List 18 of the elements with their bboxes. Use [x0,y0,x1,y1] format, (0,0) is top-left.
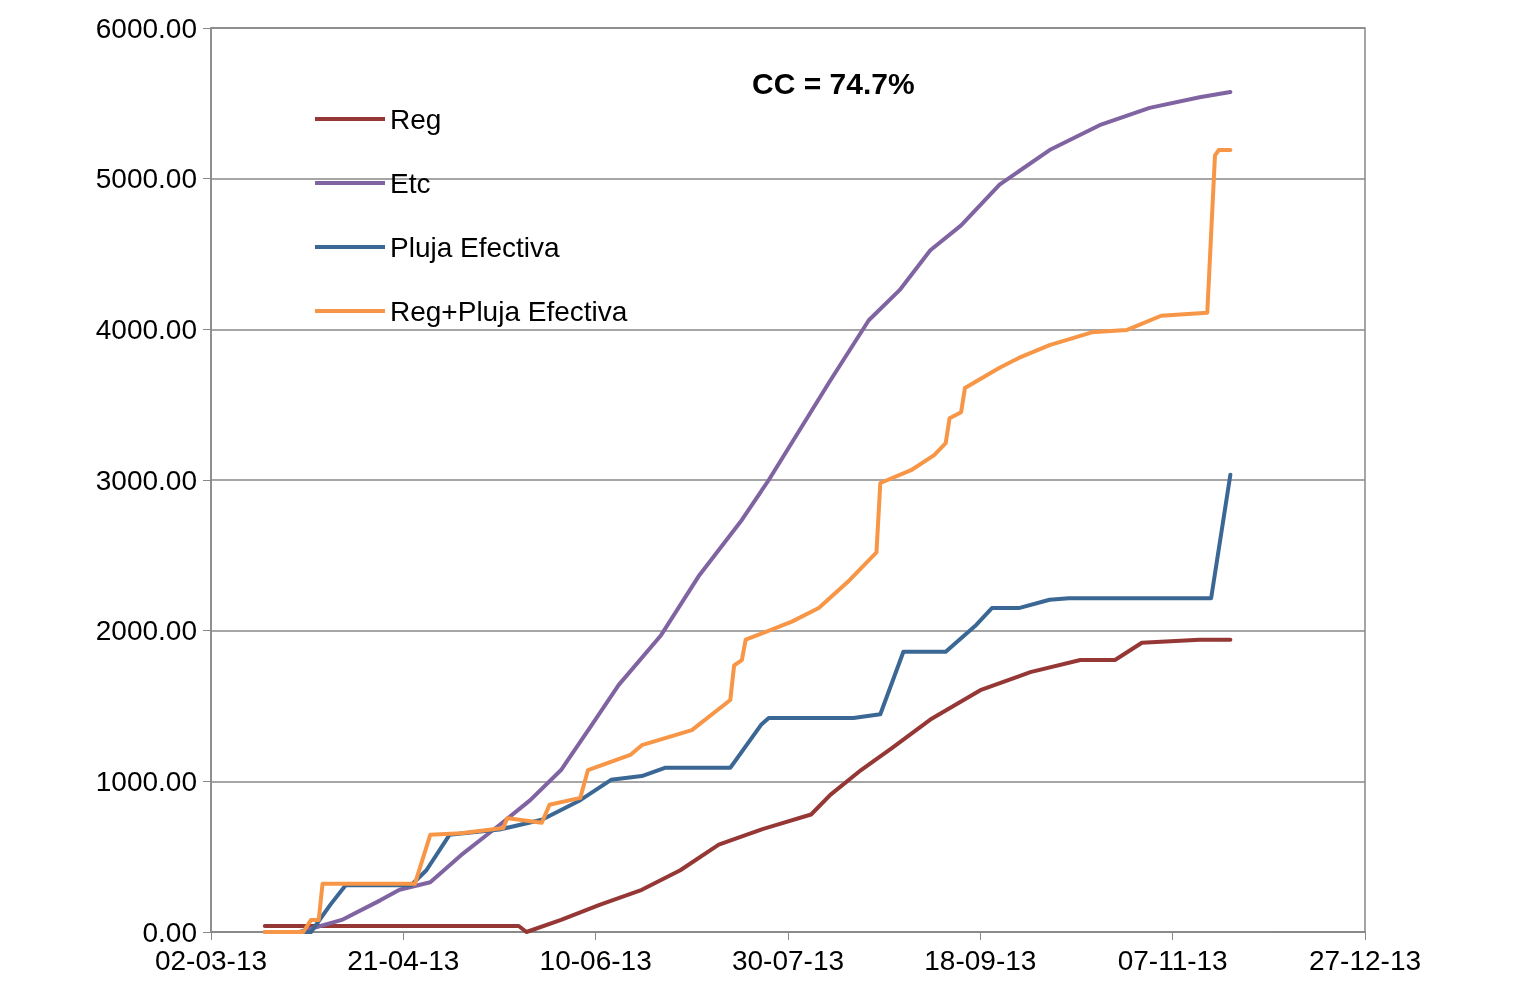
x-tick-label: 27-12-13 [1308,944,1422,976]
legend-label: Etc [390,167,431,199]
x-tick-label: 21-04-13 [347,944,460,976]
y-tick-label: 6000.00 [95,12,197,44]
y-tick-label: 3000.00 [95,464,197,496]
y-tick-label: 4000.00 [95,313,197,345]
annotation: CC = 74.7% [752,66,915,100]
x-tick-label: 07-11-13 [1117,944,1228,976]
x-tick-label: 10-06-13 [539,944,652,976]
legend-label: Reg+Pluja Efectiva [390,295,628,327]
legend-label: Reg [390,103,442,135]
y-tick-label: 2000.00 [95,615,197,647]
y-tick-label: 1000.00 [95,765,197,797]
x-tick-label: 18-09-13 [924,944,1037,976]
y-tick-label: 5000.00 [95,163,197,195]
legend-label: Pluja Efectiva [390,231,561,263]
line-series [262,637,1233,934]
x-tick-label: 30-07-13 [731,944,845,976]
